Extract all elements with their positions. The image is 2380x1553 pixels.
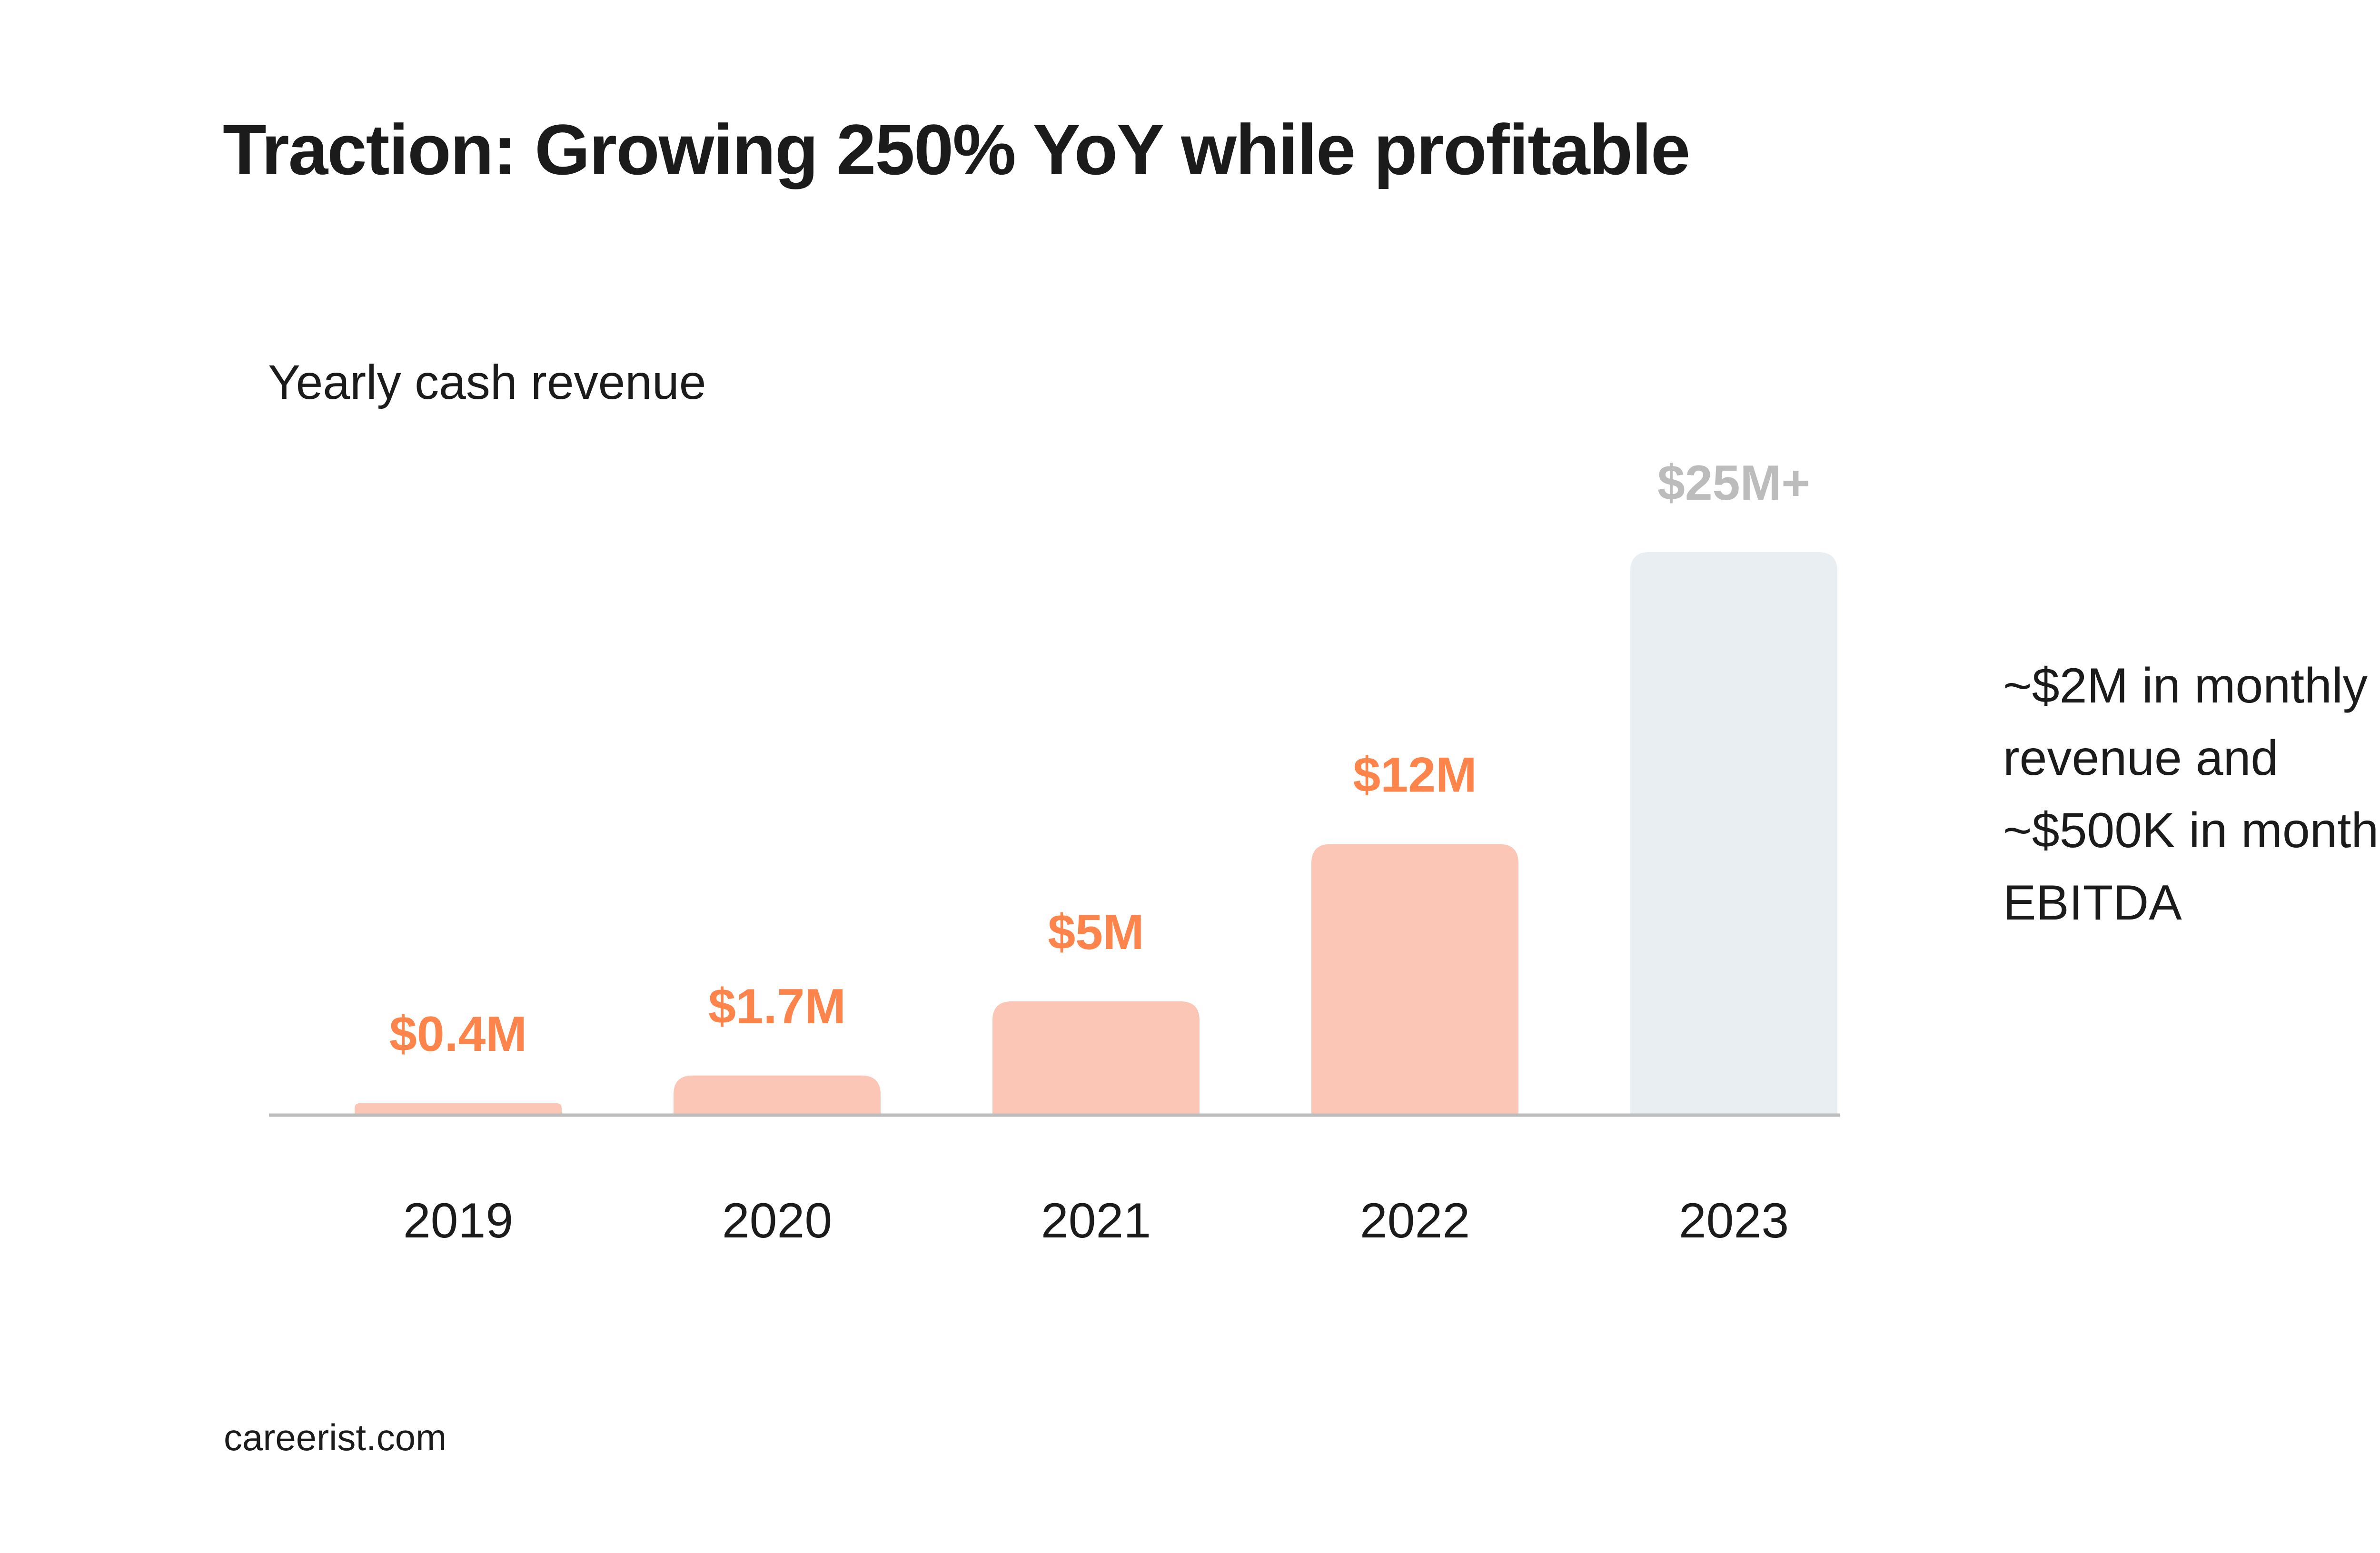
bar-2019 (355, 1103, 562, 1114)
slide-title: Traction: Growing 250% YoY while profita… (223, 109, 1690, 189)
data-label-2020: $1.7M (708, 979, 846, 1034)
bar-2020 (674, 1075, 881, 1114)
x-tick-label: 2019 (403, 1193, 513, 1248)
bar-2023 (1630, 552, 1837, 1114)
x-tick-label: 2020 (722, 1193, 832, 1248)
data-label-2023: $25M+ (1657, 455, 1810, 511)
data-label-2021: $5M (1048, 905, 1144, 960)
footer-url: careerist.com (224, 1416, 447, 1458)
side-note-line: ~$2M in monthly (2003, 658, 2368, 713)
bar-2021 (992, 1001, 1200, 1114)
side-note: ~$2M in monthly revenue and ~$500K in mo… (2003, 650, 2380, 939)
side-note-line: EBITDA (2003, 875, 2182, 930)
side-note-line: ~$500K in monthly (2003, 803, 2380, 858)
x-tick-label: 2022 (1360, 1193, 1470, 1248)
x-tick-label: 2021 (1041, 1193, 1151, 1248)
side-note-line: revenue and (2003, 731, 2279, 786)
data-label-2022: $12M (1353, 748, 1477, 803)
chart-title: Yearly cash revenue (268, 355, 706, 409)
data-label-2019: $0.4M (389, 1007, 527, 1062)
bar-2022 (1311, 844, 1518, 1114)
x-tick-label: 2023 (1679, 1193, 1789, 1248)
